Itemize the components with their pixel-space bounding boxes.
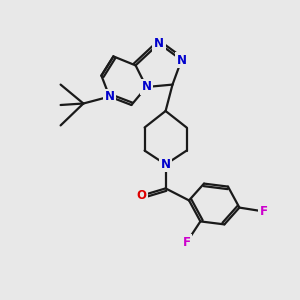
Text: N: N xyxy=(160,158,171,171)
Text: N: N xyxy=(104,90,115,103)
Text: F: F xyxy=(260,205,268,218)
Text: N: N xyxy=(154,37,164,50)
Text: N: N xyxy=(141,80,152,94)
Text: F: F xyxy=(183,236,190,249)
Text: N: N xyxy=(176,53,187,67)
Text: O: O xyxy=(136,189,147,202)
